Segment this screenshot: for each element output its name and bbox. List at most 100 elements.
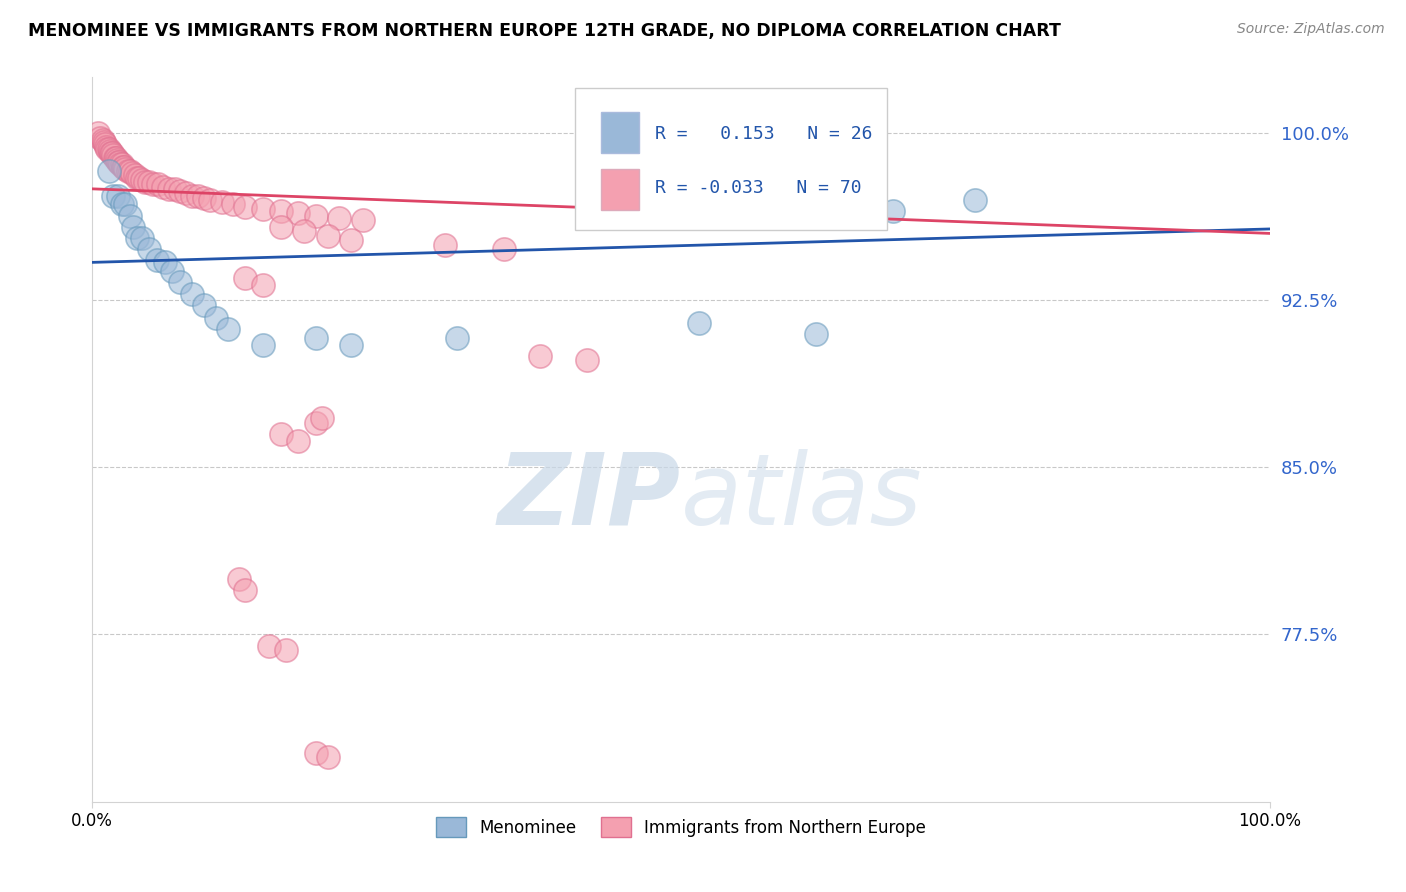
Point (107, 155, 129, 169)
Point (305, 746, 328, 760)
Text: MENOMINEE VS IMMIGRANTS FROM NORTHERN EUROPE 12TH GRADE, NO DIPLOMA CORRELATION : MENOMINEE VS IMMIGRANTS FROM NORTHERN EU… (28, 22, 1062, 40)
Point (101, 146, 124, 161)
Text: ZIP: ZIP (498, 449, 681, 546)
Text: R =   0.153   N = 26: R = 0.153 N = 26 (655, 125, 873, 143)
Point (292, 224, 315, 238)
Point (198, 193, 221, 207)
Point (193, 191, 215, 205)
Point (181, 286, 204, 301)
Point (110, 197, 132, 211)
Point (882, 204, 904, 219)
Point (252, 338, 274, 352)
Point (187, 188, 209, 202)
Point (117, 164, 139, 178)
Point (162, 264, 184, 278)
Point (97, 164, 120, 178)
Legend: Menominee, Immigrants from Northern Europe: Menominee, Immigrants from Northern Euro… (429, 810, 934, 844)
Point (233, 582, 256, 597)
Point (146, 178, 169, 192)
Point (352, 213, 374, 227)
Point (233, 271, 256, 285)
Point (270, 204, 292, 219)
Point (111, 160, 134, 174)
Point (107, 188, 129, 202)
Point (94, 137, 117, 152)
Point (575, 353, 598, 368)
Point (163, 182, 186, 196)
Bar (600, 169, 638, 210)
Point (211, 195, 233, 210)
Point (138, 175, 160, 189)
Point (100, 146, 122, 161)
Point (104, 151, 127, 165)
Point (118, 164, 141, 178)
Point (128, 170, 150, 185)
Point (270, 426, 292, 441)
Text: R = -0.033   N = 70: R = -0.033 N = 70 (655, 179, 862, 197)
Point (305, 209, 328, 223)
Point (287, 434, 309, 448)
Point (125, 170, 148, 185)
FancyBboxPatch shape (575, 88, 887, 229)
Point (118, 209, 141, 223)
Point (340, 338, 363, 352)
Point (134, 175, 156, 189)
Point (138, 242, 160, 256)
Point (965, 193, 987, 207)
Point (98, 144, 121, 158)
Point (124, 169, 146, 183)
Point (169, 184, 191, 198)
Point (114, 161, 136, 176)
Point (110, 157, 132, 171)
Point (110, 157, 132, 171)
Point (93, 135, 115, 149)
Point (97, 142, 120, 156)
Point (152, 179, 174, 194)
Point (305, 331, 328, 345)
Point (287, 206, 309, 220)
Point (316, 750, 339, 764)
Point (91, 133, 114, 147)
Point (328, 211, 350, 225)
Point (217, 322, 239, 336)
Point (131, 173, 153, 187)
Text: atlas: atlas (681, 449, 922, 546)
Point (176, 186, 198, 201)
Point (114, 197, 136, 211)
Point (311, 411, 333, 425)
Bar (600, 112, 638, 153)
Point (146, 253, 169, 268)
Point (105, 153, 128, 167)
Point (193, 298, 215, 312)
Point (121, 166, 143, 180)
Point (252, 202, 274, 216)
Point (233, 200, 256, 214)
Point (87, 126, 110, 140)
Point (108, 155, 131, 169)
Point (434, 237, 457, 252)
Point (688, 316, 710, 330)
Point (204, 311, 226, 326)
Point (103, 151, 125, 165)
Point (806, 326, 828, 341)
Point (222, 197, 245, 211)
Point (529, 349, 551, 363)
Point (125, 231, 148, 245)
Text: Source: ZipAtlas.com: Source: ZipAtlas.com (1237, 22, 1385, 37)
Point (228, 572, 250, 586)
Point (96, 139, 118, 153)
Point (157, 182, 180, 196)
Point (494, 242, 516, 256)
Point (103, 148, 125, 162)
Point (142, 178, 165, 192)
Point (305, 416, 328, 430)
Point (316, 228, 339, 243)
Point (122, 219, 145, 234)
Point (112, 160, 135, 174)
Point (276, 643, 298, 657)
Point (153, 255, 176, 269)
Point (96, 142, 118, 156)
Point (103, 188, 125, 202)
Point (257, 639, 280, 653)
Point (89, 130, 111, 145)
